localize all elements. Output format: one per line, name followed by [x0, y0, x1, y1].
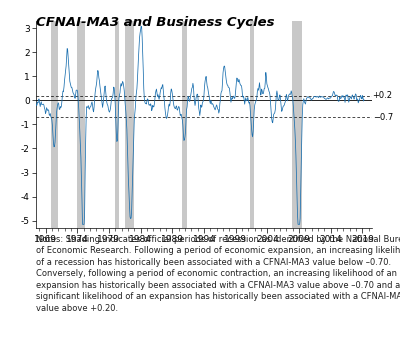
- Text: Notes: Shading indicates official periods of recession as identified by the Nati: Notes: Shading indicates official period…: [36, 235, 400, 313]
- Text: +0.2: +0.2: [373, 91, 393, 100]
- Text: CFNAI-MA3 and Business Cycles: CFNAI-MA3 and Business Cycles: [36, 16, 274, 29]
- Bar: [182, 21, 186, 228]
- Bar: [125, 21, 134, 228]
- Bar: [250, 21, 254, 228]
- Bar: [77, 21, 85, 228]
- Text: −0.7: −0.7: [373, 113, 393, 122]
- Bar: [292, 21, 302, 228]
- Bar: [51, 21, 58, 228]
- Bar: [115, 21, 119, 228]
